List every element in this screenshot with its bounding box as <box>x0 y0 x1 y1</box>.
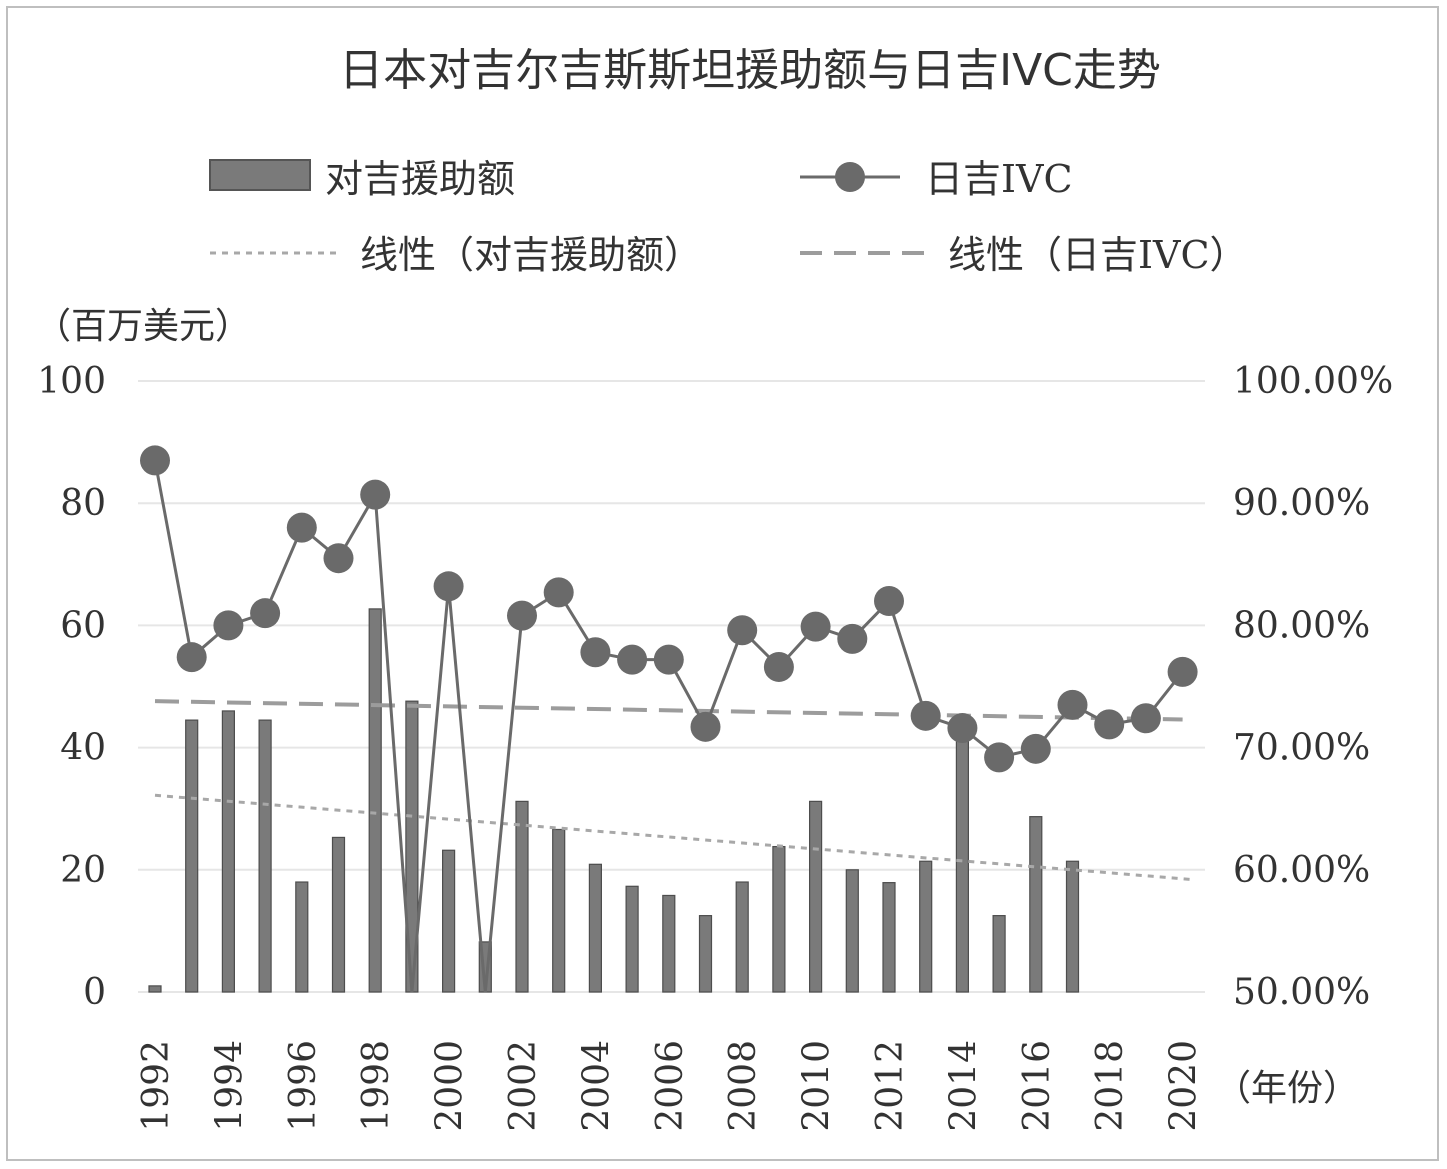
aid-bar <box>258 719 272 993</box>
aid-bar <box>698 915 713 993</box>
left-axis-unit-label: （百万美元） <box>35 306 251 347</box>
x-tick-label: 2006 <box>650 1040 691 1132</box>
aid-bar <box>1065 860 1080 993</box>
ivc-point <box>286 512 317 543</box>
left-tick-label: 40 <box>60 728 106 769</box>
x-tick-label: 2020 <box>1164 1040 1205 1132</box>
x-tick-label: 2016 <box>1017 1040 1058 1132</box>
aid-bar <box>515 800 529 993</box>
left-axis-ticks: 0 20 40 60 80 100 <box>37 361 106 1013</box>
aid-bar <box>221 710 235 993</box>
aid-bar <box>772 845 786 993</box>
aid-trendline <box>154 793 1193 882</box>
x-tick-label: 2000 <box>430 1040 471 1132</box>
ivc-point <box>360 479 391 510</box>
x-tick-label: 1992 <box>136 1040 177 1132</box>
left-tick-label: 0 <box>83 972 106 1013</box>
ivc-point <box>433 571 464 602</box>
aid-bar <box>368 608 382 993</box>
left-tick-label: 20 <box>60 850 106 891</box>
ivc-trendline <box>154 699 1183 722</box>
aid-bar <box>992 915 1006 993</box>
right-tick-label: 90.00% <box>1233 483 1370 524</box>
x-tick-label: 2012 <box>870 1040 911 1132</box>
ivc-point <box>1130 703 1161 734</box>
legend-swatch-aid <box>209 159 311 191</box>
legend: 对吉援助额 日吉IVC 线性（对吉援助额） 线性（日吉IVC） <box>209 157 1248 277</box>
x-axis-unit-label: （年份） <box>1215 1068 1359 1109</box>
gridlines <box>138 380 1205 993</box>
left-tick-label: 60 <box>60 605 106 646</box>
right-tick-label: 80.00% <box>1233 605 1370 646</box>
legend-swatch-ivc-marker <box>835 162 865 192</box>
ivc-point <box>250 598 281 629</box>
aid-bar <box>735 881 749 993</box>
x-tick-label: 2008 <box>723 1040 764 1132</box>
ivc-point <box>1167 656 1198 687</box>
ivc-point <box>580 637 611 668</box>
chart-title: 日本对吉尔吉斯斯坦援助额与日吉IVC走势 <box>339 45 1161 96</box>
right-tick-label: 100.00% <box>1233 361 1393 402</box>
aid-bar <box>1029 816 1043 993</box>
ivc-point <box>763 651 794 682</box>
x-tick-label: 1996 <box>283 1040 324 1132</box>
ivc-point <box>1057 689 1088 720</box>
right-axis-ticks: 50.00% 60.00% 70.00% 80.00% 90.00% 100.00% <box>1233 361 1393 1013</box>
x-tick-label: 2018 <box>1090 1040 1131 1132</box>
legend-label-aid: 对吉援助额 <box>325 157 515 201</box>
aid-bar <box>148 985 162 993</box>
aid-bar <box>588 863 603 993</box>
ivc-point <box>1020 733 1051 764</box>
legend-label-aid-trend: 线性（对吉援助额） <box>360 233 702 277</box>
ivc-point <box>727 615 758 646</box>
aid-bar <box>185 719 199 993</box>
ivc-point <box>176 642 207 673</box>
ivc-point <box>984 742 1015 773</box>
x-tick-label: 2014 <box>943 1040 984 1132</box>
ivc-point <box>690 711 721 742</box>
ivc-point <box>507 600 537 631</box>
x-tick-label: 2010 <box>797 1040 838 1132</box>
aid-bar <box>808 800 823 993</box>
legend-label-ivc: 日吉IVC <box>925 157 1073 201</box>
x-tick-label: 2002 <box>503 1040 544 1132</box>
aid-bars <box>148 608 1080 993</box>
x-axis-ticks: 1992 1994 1996 1998 2000 2002 2004 2006 2008 2010… <box>136 1040 1205 1132</box>
ivc-point <box>910 700 941 731</box>
right-tick-label: 50.00% <box>1233 972 1370 1013</box>
x-tick-label: 1998 <box>356 1040 397 1132</box>
x-tick-label: 1994 <box>209 1040 250 1132</box>
aid-bar <box>331 836 346 993</box>
aid-bar <box>295 881 309 993</box>
trendlines <box>154 699 1193 882</box>
ivc-point <box>213 610 244 641</box>
ivc-point <box>653 644 684 675</box>
aid-bar <box>882 882 896 993</box>
left-tick-label: 100 <box>37 361 106 402</box>
ivc-point <box>543 577 574 608</box>
aid-bar <box>552 828 566 993</box>
ivc-point <box>947 713 978 744</box>
x-tick-label: 2004 <box>576 1040 617 1132</box>
chart-frame <box>6 6 1439 1161</box>
left-tick-label: 80 <box>60 483 106 524</box>
ivc-point <box>874 585 904 616</box>
ivc-line-series <box>140 445 1198 993</box>
right-tick-label: 60.00% <box>1233 850 1370 891</box>
right-tick-label: 70.00% <box>1233 728 1370 769</box>
aid-bar <box>625 885 639 993</box>
ivc-point <box>837 623 868 654</box>
aid-bar <box>662 894 676 993</box>
aid-bar <box>919 860 933 993</box>
aid-bar <box>442 849 456 993</box>
legend-label-ivc-trend: 线性（日吉IVC） <box>948 233 1248 277</box>
ivc-point <box>800 611 831 642</box>
ivc-point <box>140 445 170 476</box>
ivc-point <box>323 543 354 574</box>
aid-bar <box>845 869 859 993</box>
ivc-point <box>1094 709 1125 740</box>
ivc-point <box>617 644 648 675</box>
